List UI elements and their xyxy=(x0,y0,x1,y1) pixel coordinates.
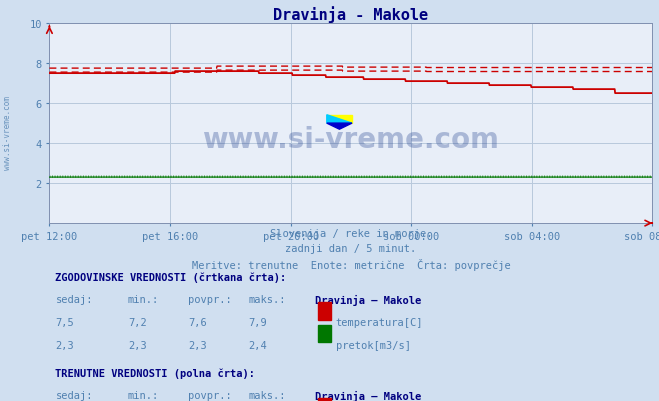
Text: Dravinja – Makole: Dravinja – Makole xyxy=(315,295,421,306)
Text: www.si-vreme.com: www.si-vreme.com xyxy=(202,126,500,154)
Text: 2,3: 2,3 xyxy=(55,340,74,350)
Text: pretok[m3/s]: pretok[m3/s] xyxy=(336,340,411,350)
Text: 2,4: 2,4 xyxy=(248,340,267,350)
Text: www.si-vreme.com: www.si-vreme.com xyxy=(3,95,12,169)
Polygon shape xyxy=(327,115,352,124)
Bar xyxy=(318,398,331,401)
Text: min.:: min.: xyxy=(128,295,159,305)
Text: 7,6: 7,6 xyxy=(188,317,207,327)
Polygon shape xyxy=(327,115,352,124)
Text: 7,2: 7,2 xyxy=(128,317,146,327)
Text: zadnji dan / 5 minut.: zadnji dan / 5 minut. xyxy=(285,243,416,253)
Bar xyxy=(318,325,331,342)
Text: 2,3: 2,3 xyxy=(128,340,146,350)
Text: sedaj:: sedaj: xyxy=(55,390,93,400)
Bar xyxy=(318,302,331,320)
Text: ZGODOVINSKE VREDNOSTI (črtkana črta):: ZGODOVINSKE VREDNOSTI (črtkana črta): xyxy=(55,272,287,283)
Text: temperatura[C]: temperatura[C] xyxy=(336,317,423,327)
Text: maks.:: maks.: xyxy=(248,390,286,400)
Text: TRENUTNE VREDNOSTI (polna črta):: TRENUTNE VREDNOSTI (polna črta): xyxy=(55,367,256,378)
Polygon shape xyxy=(327,124,352,130)
Text: Dravinja – Makole: Dravinja – Makole xyxy=(315,390,421,401)
Title: Dravinja - Makole: Dravinja - Makole xyxy=(273,6,428,23)
Text: 2,3: 2,3 xyxy=(188,340,207,350)
Text: min.:: min.: xyxy=(128,390,159,400)
Text: 7,5: 7,5 xyxy=(55,317,74,327)
Text: sedaj:: sedaj: xyxy=(55,295,93,305)
Text: 7,9: 7,9 xyxy=(248,317,267,327)
Text: maks.:: maks.: xyxy=(248,295,286,305)
Text: Meritve: trenutne  Enote: metrične  Črta: povprečje: Meritve: trenutne Enote: metrične Črta: … xyxy=(192,258,510,270)
Text: povpr.:: povpr.: xyxy=(188,295,232,305)
Text: Slovenija / reke in morje.: Slovenija / reke in morje. xyxy=(270,229,432,239)
Text: povpr.:: povpr.: xyxy=(188,390,232,400)
